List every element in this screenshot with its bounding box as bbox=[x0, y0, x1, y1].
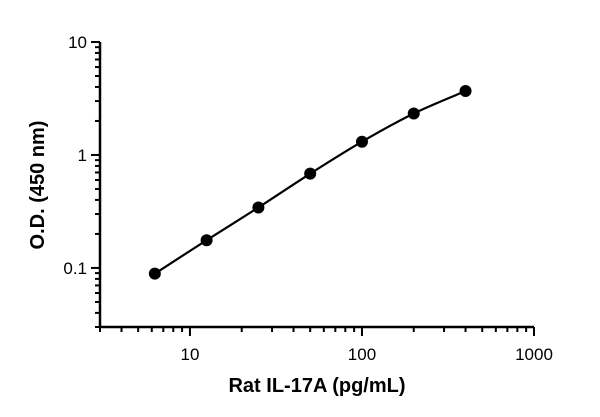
data-point bbox=[200, 234, 213, 247]
data-point bbox=[407, 107, 420, 120]
axes bbox=[91, 41, 535, 336]
y-tick-label: 1 bbox=[78, 146, 87, 165]
fit-curve-layer bbox=[154, 90, 466, 275]
data-points-layer bbox=[148, 85, 472, 280]
y-axis-title: O.D. (450 nm) bbox=[27, 121, 49, 250]
fit-curve bbox=[154, 90, 466, 275]
data-point bbox=[304, 167, 317, 180]
x-axis-title: Rat IL-17A (pg/mL) bbox=[228, 375, 405, 397]
y-tick-label: 0.1 bbox=[63, 259, 87, 278]
x-tick-label: 10 bbox=[180, 345, 199, 364]
x-tick-label: 1000 bbox=[515, 345, 553, 364]
data-point bbox=[355, 135, 368, 148]
data-point bbox=[252, 201, 265, 214]
x-tick-label: 100 bbox=[348, 345, 376, 364]
tick-labels-layer: 10 100 1000 0.1 1 10 bbox=[63, 33, 553, 364]
y-tick-label: 10 bbox=[68, 33, 87, 52]
data-point bbox=[459, 85, 472, 98]
data-point bbox=[148, 267, 161, 280]
